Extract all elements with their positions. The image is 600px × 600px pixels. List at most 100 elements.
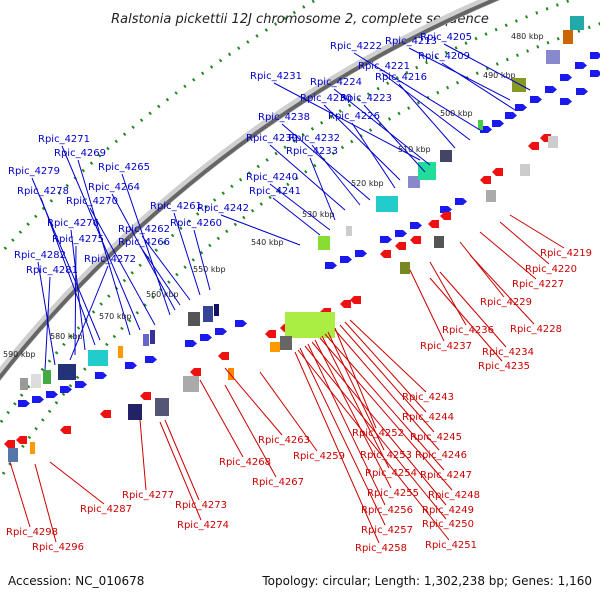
backbone-line (0, 0, 500, 381)
gene-label-forward: Rpic_4232 (288, 133, 340, 144)
gene-label-forward: Rpic_4233 (286, 146, 338, 157)
leader-line (159, 421, 202, 521)
leader-line (193, 229, 211, 291)
feature-block (270, 342, 280, 352)
gene-label-forward: Rpic_4230 (300, 93, 352, 104)
feature-block (478, 120, 483, 130)
forward-gene (545, 86, 557, 93)
feature-block (548, 136, 558, 148)
reverse-gene (428, 220, 439, 228)
gene-label-forward: Rpic_4213 (385, 36, 437, 47)
gene-label-forward: Rpic_4209 (418, 51, 470, 62)
feature-block (118, 346, 123, 358)
gene-label-forward: Rpic_4281 (26, 265, 78, 276)
leader-line (44, 276, 51, 371)
leader-line (74, 245, 77, 356)
gene-label-forward: Rpic_4271 (38, 134, 90, 145)
gene-label-reverse: Rpic_4219 (540, 248, 592, 259)
gene-label-reverse: Rpic_4245 (410, 432, 462, 443)
forward-gene (410, 222, 422, 229)
gene-label-forward: Rpic_4261 (150, 201, 202, 212)
leader-line (443, 43, 531, 91)
gene-label-reverse: Rpic_4259 (293, 451, 345, 462)
leader-line (441, 62, 516, 111)
leader-line (49, 461, 105, 505)
reverse-gene (16, 436, 27, 444)
gene-label-forward: Rpic_4239 (246, 133, 298, 144)
gene-label-forward: Rpic_4270 (66, 196, 118, 207)
feature-block (188, 312, 200, 326)
leader-line (272, 197, 321, 236)
reverse-gene (60, 426, 71, 434)
gene-label-forward: Rpic_4272 (84, 254, 136, 265)
leader-line (479, 231, 537, 280)
gene-label-reverse: Rpic_4255 (367, 488, 419, 499)
feature-block (150, 330, 155, 344)
leader-line (224, 367, 283, 436)
accession-text: Accession: NC_010678 (8, 574, 144, 588)
feature-block (183, 376, 199, 392)
feature-block (346, 226, 352, 236)
leader-line (314, 339, 392, 489)
leader-line (297, 349, 450, 541)
forward-gene (560, 98, 572, 105)
gene-label-reverse: Rpic_4254 (365, 468, 417, 479)
feature-glyphs (4, 16, 600, 462)
gene-label-forward: Rpic_4238 (258, 112, 310, 123)
leader-line (304, 345, 447, 520)
forward-gene (340, 256, 352, 263)
feature-block-large (285, 312, 335, 338)
leader-line (323, 104, 401, 181)
tick-label: 530 kbp (302, 210, 335, 219)
leader-line (429, 261, 467, 326)
feature-block (408, 176, 420, 188)
gene-label-forward: Rpic_4282 (14, 250, 66, 261)
leader-line (69, 265, 109, 361)
feature-block (20, 378, 28, 390)
leader-line (469, 254, 535, 325)
gene-label-forward: Rpic_4223 (340, 93, 392, 104)
forward-gene (515, 104, 527, 111)
leader-line (324, 333, 445, 471)
gene-label-reverse: Rpic_4246 (415, 450, 467, 461)
gene-label-forward: Rpic_4221 (358, 61, 410, 72)
tick-label: 580 kbp (50, 332, 83, 341)
gene-label-reverse: Rpic_4263 (258, 435, 310, 446)
reverse-gene (350, 296, 361, 304)
gene-label-reverse: Rpic_4257 (361, 525, 413, 536)
forward-gene (530, 96, 542, 103)
feature-block (8, 448, 18, 462)
feature-block (512, 78, 526, 92)
gene-label-forward: Rpic_4276 (47, 218, 99, 229)
forward-gene (355, 250, 367, 257)
forward-gene (46, 391, 58, 398)
leader-line (509, 214, 565, 249)
leader-line (459, 241, 505, 298)
leader-line (333, 88, 431, 166)
leader-line (273, 82, 421, 161)
leader-line (9, 461, 31, 528)
leader-line (37, 261, 56, 366)
tick-label: 490 kbp (483, 71, 516, 80)
feature-block (43, 370, 51, 384)
forward-gene (18, 400, 30, 407)
gene-label-reverse: Rpic_4220 (525, 264, 577, 275)
forward-gene (235, 320, 247, 327)
feature-block (440, 150, 452, 162)
forward-gene (60, 386, 72, 393)
gene-label-reverse: Rpic_4235 (478, 361, 530, 372)
reverse-gene (340, 300, 351, 308)
leader-line (321, 335, 390, 469)
leader-line (351, 122, 396, 189)
forward-gene (576, 88, 588, 95)
gene-label-forward: Rpic_4260 (170, 218, 222, 229)
reverse-gene (380, 250, 391, 258)
reverse-gene (100, 410, 111, 418)
feature-block (486, 190, 496, 202)
gene-label-forward: Rpic_4241 (249, 186, 301, 197)
tick-label: 550 kbp (193, 265, 226, 274)
gene-label-reverse: Rpic_4273 (175, 500, 227, 511)
gene-label-reverse: Rpic_4277 (122, 490, 174, 501)
